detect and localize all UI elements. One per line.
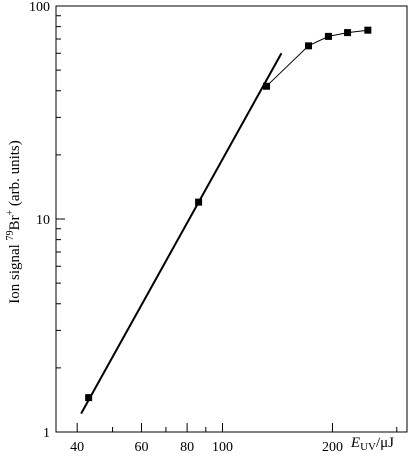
data-point bbox=[364, 26, 372, 34]
data-point bbox=[263, 82, 271, 90]
x-tick-label: 60 bbox=[134, 440, 148, 455]
x-tick-label: 100 bbox=[212, 440, 233, 455]
fit-line-group bbox=[80, 52, 283, 415]
y-axis-label-suffix: (arb. units) bbox=[7, 140, 23, 210]
x-axis-label-subscript: UV bbox=[360, 441, 376, 453]
x-tick-label: 40 bbox=[70, 440, 84, 455]
y-tick-label: 1 bbox=[43, 426, 50, 441]
plot-frame bbox=[55, 5, 408, 433]
y-axis-label-prefix: Ion signal bbox=[7, 240, 23, 303]
y-axis-ticks: 1 10 100 bbox=[29, 0, 65, 441]
y-axis-label: Ion signal 79Br+ (arb. units) bbox=[5, 140, 23, 304]
plot-border bbox=[55, 5, 408, 433]
x-axis-label: EUV/μJ bbox=[350, 435, 394, 453]
power-law-fit-line bbox=[80, 52, 283, 415]
y-axis-label-superscript: 79 bbox=[5, 230, 16, 240]
x-axis-ticks: 40 60 80 100 200 bbox=[70, 423, 343, 455]
x-axis-label-symbol: E bbox=[350, 435, 360, 451]
data-point bbox=[344, 29, 352, 37]
saturation-connector-line bbox=[266, 29, 368, 87]
y-axis-label-charge: + bbox=[5, 209, 16, 215]
data-point bbox=[324, 32, 332, 40]
y-tick-label: 10 bbox=[36, 213, 50, 228]
x-axis-label-unit: /μJ bbox=[376, 435, 394, 451]
y-tick-label: 100 bbox=[29, 0, 50, 15]
series-group bbox=[85, 26, 372, 402]
x-tick-label: 200 bbox=[322, 440, 343, 455]
x-tick-label: 80 bbox=[180, 440, 194, 455]
data-point bbox=[305, 42, 313, 50]
data-point bbox=[195, 198, 203, 206]
minor-ticks bbox=[56, 15, 398, 432]
y-axis-label-species: Br bbox=[7, 215, 23, 230]
data-point bbox=[85, 394, 93, 402]
